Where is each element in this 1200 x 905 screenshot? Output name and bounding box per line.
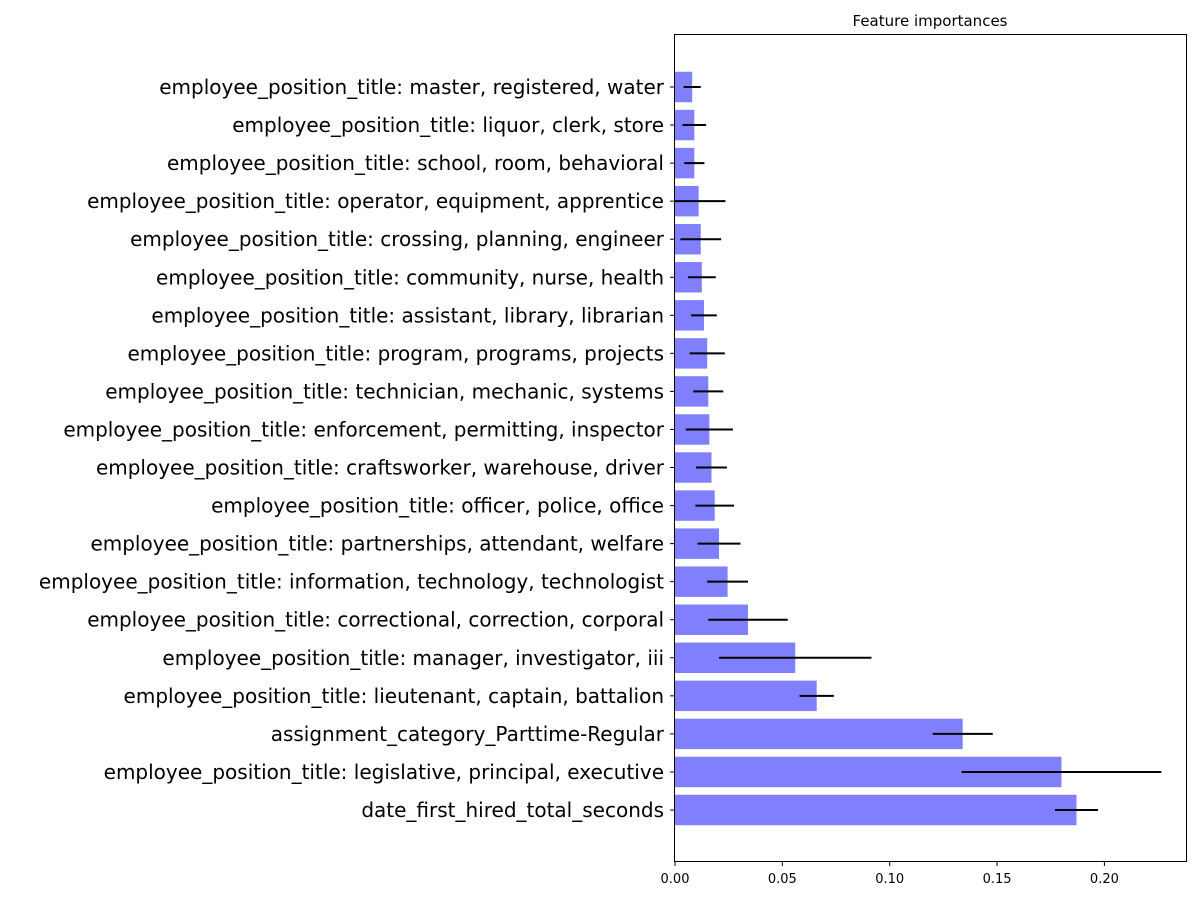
plot-frame [674,34,1187,862]
x-tick-label: 0.10 [875,872,904,887]
category-label: employee_position_title: program, progra… [127,341,664,365]
x-tick-label: 0.15 [983,872,1012,887]
category-label: assignment_category_Parttime-Regular [271,722,665,746]
x-axis-ticks-layer: 0.00 0.05 0.10 0.15 0.20 [661,86,1119,887]
category-label: employee_position_title: liquor, clerk, … [232,113,664,137]
category-label: employee_position_title: lieutenant, cap… [124,684,664,708]
category-label: employee_position_title: master, registe… [159,75,665,99]
category-label: employee_position_title: partnerships, a… [90,532,664,556]
category-label: employee_position_title: enforcement, pe… [63,417,664,441]
bar [675,680,817,712]
category-label: employee_position_title: manager, invest… [162,646,664,670]
category-label: employee_position_title: correctional, c… [87,608,664,632]
category-label: employee_position_title: craftsworker, w… [96,456,665,480]
category-label: employee_position_title: operator, equip… [87,189,664,213]
category-label: employee_position_title: officer, police… [211,494,664,518]
bars-layer [675,71,1077,826]
x-tick-label: 0.00 [661,872,690,887]
x-tick-label: 0.05 [768,872,797,887]
category-label: employee_position_title: community, nurs… [156,265,664,289]
bar [675,794,1077,826]
chart-title: Feature importances [853,12,1008,30]
category-label: employee_position_title: assistant, libr… [151,303,664,327]
x-tick-label: 0.20 [1090,872,1119,887]
bar [675,718,963,750]
error-bars-layer [675,86,1162,811]
category-labels-layer: employee_position_title: master, registe… [39,75,665,822]
category-label: employee_position_title: school, room, b… [167,151,664,175]
category-label: date_first_hired_total_seconds [361,798,664,822]
category-label: employee_position_title: legislative, pr… [104,760,664,784]
category-label: employee_position_title: technician, mec… [105,379,664,403]
category-label: employee_position_title: crossing, plann… [130,227,665,251]
category-label: employee_position_title: information, te… [39,570,664,594]
